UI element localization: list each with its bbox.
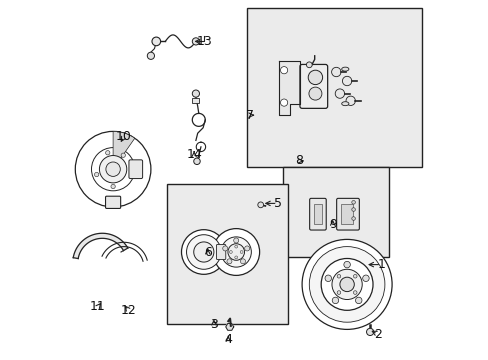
Circle shape	[257, 202, 263, 208]
Text: 14: 14	[186, 148, 202, 161]
Text: 6: 6	[203, 246, 211, 259]
Text: 4: 4	[224, 333, 232, 346]
Text: 11: 11	[90, 300, 105, 313]
Circle shape	[307, 70, 322, 85]
Circle shape	[121, 153, 125, 157]
Circle shape	[99, 156, 126, 183]
Text: 1: 1	[377, 258, 385, 271]
Circle shape	[193, 158, 200, 165]
Circle shape	[105, 150, 110, 155]
Polygon shape	[73, 233, 127, 258]
Text: 8: 8	[295, 154, 303, 167]
Bar	[340, 204, 352, 224]
Circle shape	[308, 87, 321, 100]
Circle shape	[186, 235, 221, 269]
FancyBboxPatch shape	[105, 196, 121, 208]
Circle shape	[353, 274, 356, 278]
Circle shape	[181, 230, 225, 274]
Circle shape	[336, 291, 340, 294]
FancyBboxPatch shape	[299, 64, 327, 108]
Circle shape	[94, 172, 99, 177]
Circle shape	[355, 297, 361, 303]
Circle shape	[325, 275, 331, 282]
Text: 5: 5	[273, 197, 281, 210]
Circle shape	[280, 67, 287, 74]
Bar	[247, 8, 421, 167]
Wedge shape	[113, 131, 135, 169]
Circle shape	[343, 261, 349, 268]
Bar	[167, 184, 287, 324]
Circle shape	[233, 238, 238, 243]
Circle shape	[193, 242, 213, 262]
Circle shape	[240, 259, 245, 264]
Bar	[313, 204, 321, 224]
Circle shape	[280, 99, 287, 106]
Circle shape	[306, 62, 311, 68]
Circle shape	[212, 229, 259, 275]
Circle shape	[321, 258, 372, 310]
Bar	[192, 98, 199, 103]
Circle shape	[362, 275, 368, 282]
Ellipse shape	[341, 102, 348, 106]
Text: 12: 12	[121, 304, 136, 317]
FancyBboxPatch shape	[309, 198, 325, 230]
Circle shape	[336, 274, 340, 278]
Circle shape	[75, 131, 151, 207]
Circle shape	[106, 162, 120, 176]
Circle shape	[342, 76, 351, 86]
Circle shape	[309, 247, 384, 322]
Circle shape	[192, 90, 199, 97]
Circle shape	[226, 259, 231, 264]
Text: 2: 2	[373, 328, 381, 341]
Circle shape	[192, 38, 199, 45]
Circle shape	[234, 256, 237, 259]
Circle shape	[244, 246, 249, 251]
Polygon shape	[225, 323, 233, 330]
Text: 3: 3	[209, 318, 217, 331]
Circle shape	[331, 67, 340, 77]
Circle shape	[351, 201, 355, 204]
Circle shape	[111, 184, 115, 189]
Circle shape	[346, 96, 355, 105]
Text: 13: 13	[196, 35, 212, 48]
Circle shape	[147, 52, 154, 59]
Circle shape	[351, 217, 355, 220]
Circle shape	[366, 328, 373, 336]
Circle shape	[152, 37, 160, 46]
Circle shape	[221, 237, 251, 267]
Circle shape	[331, 269, 362, 300]
Polygon shape	[278, 61, 300, 115]
Bar	[283, 167, 387, 257]
Circle shape	[302, 239, 391, 329]
Text: 9: 9	[328, 219, 336, 231]
Circle shape	[335, 89, 344, 98]
FancyBboxPatch shape	[336, 198, 359, 230]
Text: 10: 10	[116, 130, 132, 143]
Circle shape	[227, 244, 244, 260]
Circle shape	[229, 251, 232, 253]
Circle shape	[234, 245, 237, 248]
FancyBboxPatch shape	[129, 160, 142, 179]
Circle shape	[339, 277, 354, 292]
Circle shape	[240, 251, 243, 253]
Circle shape	[223, 246, 227, 251]
Ellipse shape	[341, 67, 348, 71]
FancyBboxPatch shape	[216, 244, 225, 260]
Text: 7: 7	[245, 109, 253, 122]
Circle shape	[91, 148, 134, 191]
Circle shape	[353, 291, 356, 294]
Circle shape	[351, 208, 355, 211]
Circle shape	[331, 297, 338, 303]
